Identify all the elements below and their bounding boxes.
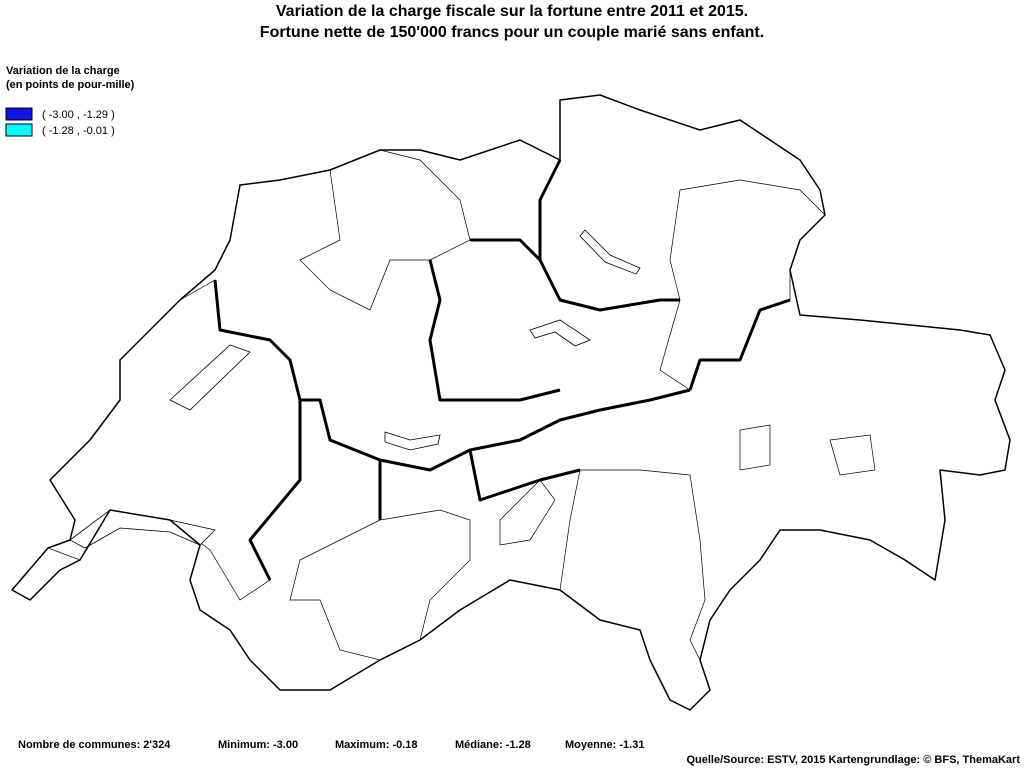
footer-stat: Médiane: -1.28 [455, 739, 531, 751]
map [11, 94, 1011, 711]
legend-title: (en points de pour-mille) [6, 79, 135, 91]
region-south [559, 469, 711, 711]
canton-border [213, 159, 791, 581]
footer-stat: Nombre de communes: 2'324 [18, 739, 171, 751]
country-base [11, 94, 1011, 711]
footer-stat: Maximum: -0.18 [335, 739, 418, 751]
title-line: Fortune nette de 150'000 francs pour un … [260, 24, 764, 41]
legend: ( -3.00 , -1.29 ) ( -1.28 , -0.01 ) [5, 107, 115, 137]
lake-neuchatel [169, 344, 251, 411]
legend-label: ( -3.00 , -1.29 ) [42, 109, 115, 121]
legend-swatch [5, 123, 33, 137]
source: Quelle/Source: ESTV, 2015 Kartengrundlag… [686, 754, 1020, 766]
region-valais [289, 509, 471, 661]
footer-stat: Minimum: -3.00 [218, 739, 298, 751]
title-line: Variation de la charge fiscale sur la fo… [276, 3, 748, 20]
legend-title: Variation de la charge [6, 65, 120, 77]
lake-zurich [579, 229, 641, 275]
lake-lucerne [529, 319, 591, 347]
region-valais-east [499, 479, 556, 546]
legend-swatch [5, 107, 33, 121]
region-west [46, 279, 301, 601]
country-border [11, 94, 1011, 711]
region-north [299, 149, 471, 311]
region-east [659, 179, 826, 391]
legend-label: ( -1.28 , -0.01 ) [42, 125, 115, 137]
lake-thun [384, 431, 441, 451]
footer-stat: Moyenne: -1.31 [565, 739, 644, 751]
region-grisons [739, 424, 771, 471]
region-grisons [829, 434, 876, 476]
